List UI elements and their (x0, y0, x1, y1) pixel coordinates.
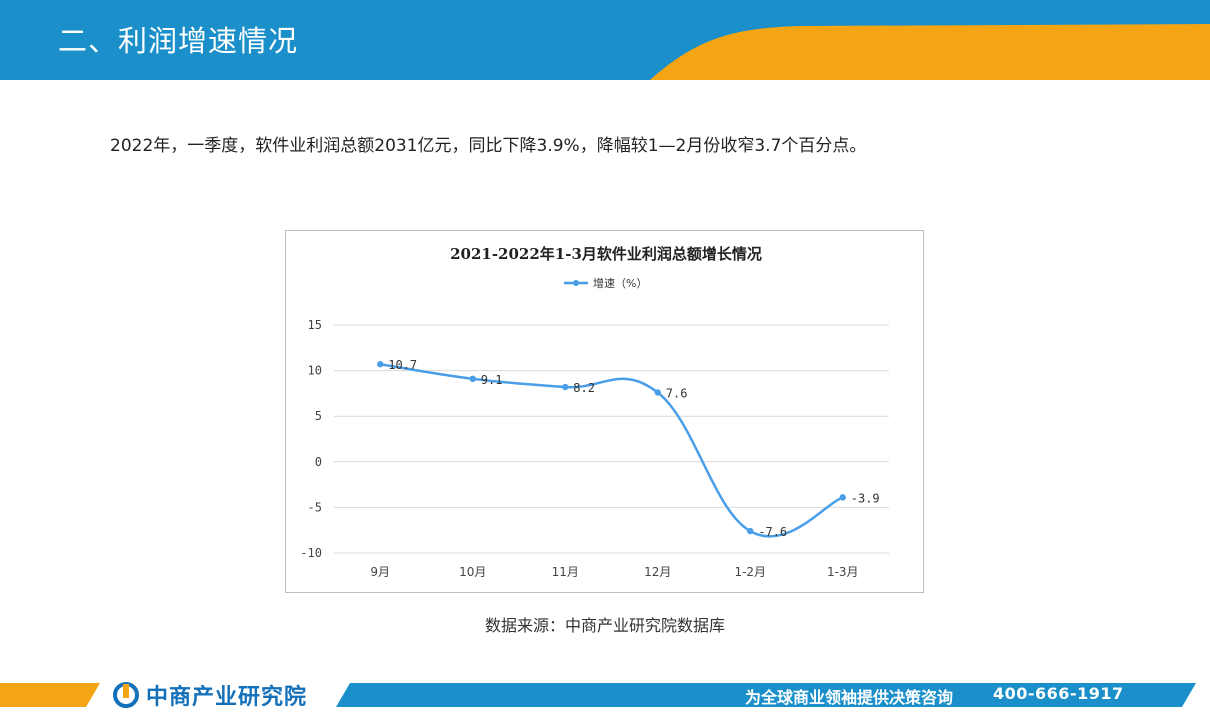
logo-text: 中商产业研究院 (146, 685, 308, 710)
x-tick-label: 12月 (644, 565, 671, 579)
footer-slogan: 为全球商业领袖提供决策咨询 (745, 688, 954, 707)
data-point (377, 361, 384, 368)
legend-marker (573, 280, 579, 286)
grid-lines (334, 324, 889, 554)
data-label: 7.6 (666, 386, 688, 400)
company-logo: 中商产业研究院 (112, 680, 307, 710)
header-background (0, 0, 1210, 80)
y-tick-label: 5 (315, 409, 322, 423)
x-tick-label: 11月 (552, 565, 579, 579)
y-tick-label: -10 (300, 546, 322, 560)
y-axis-ticks: 15 10 5 0 -5 -10 (300, 318, 322, 560)
data-label: -3.9 (851, 491, 880, 505)
summary-text: 2022年，一季度，软件业利润总额2031亿元，同比下降3.9%，降幅较1—2月… (110, 136, 867, 156)
x-tick-label: 1-2月 (734, 565, 766, 579)
series-path (380, 362, 844, 538)
data-label: -7.6 (758, 525, 787, 539)
x-tick-label: 9月 (370, 565, 390, 579)
chart-container: 2021-2022年1-3月软件业利润总额增长情况 增速（%） 15 10 5 0 -5… (285, 230, 924, 593)
data-labels: 10.7 9.1 8.2 7.6 -7.6 -3.9 (388, 358, 879, 539)
y-tick-label: 15 (308, 318, 322, 332)
y-tick-label: 0 (315, 455, 322, 469)
data-label: 10.7 (388, 358, 417, 372)
y-tick-label: 10 (308, 364, 322, 378)
data-source: 数据来源：中商产业研究院数据库 (484, 616, 725, 635)
data-point (839, 494, 846, 501)
data-point (747, 527, 754, 535)
x-axis-ticks: 9月 10月 11月 12月 1-2月 1-3月 (370, 565, 858, 579)
data-point (469, 375, 476, 383)
series-line (377, 361, 846, 538)
line-chart: 2021-2022年1-3月软件业利润总额增长情况 增速（%） 15 10 5 0 -5… (300, 245, 889, 579)
legend-label: 增速（%） (593, 276, 647, 290)
data-point (654, 389, 661, 396)
page-title: 二、利润增速情况 (58, 24, 299, 58)
data-point (562, 383, 569, 391)
footer-background (0, 683, 1196, 707)
footer-phone: 400-666-1917 (993, 684, 1124, 703)
data-label: 9.1 (481, 373, 503, 387)
footer-banner (0, 675, 1210, 718)
header-banner: 二、利润增速情况 (0, 0, 1210, 80)
y-tick-label: -5 (308, 500, 322, 514)
logo-icon (113, 682, 139, 708)
x-tick-label: 1-3月 (827, 565, 859, 579)
chart-title: 2021-2022年1-3月软件业利润总额增长情况 (450, 245, 762, 263)
chart-legend: 增速（%） (564, 276, 647, 290)
data-label: 8.2 (573, 381, 595, 395)
x-tick-label: 10月 (459, 565, 486, 579)
